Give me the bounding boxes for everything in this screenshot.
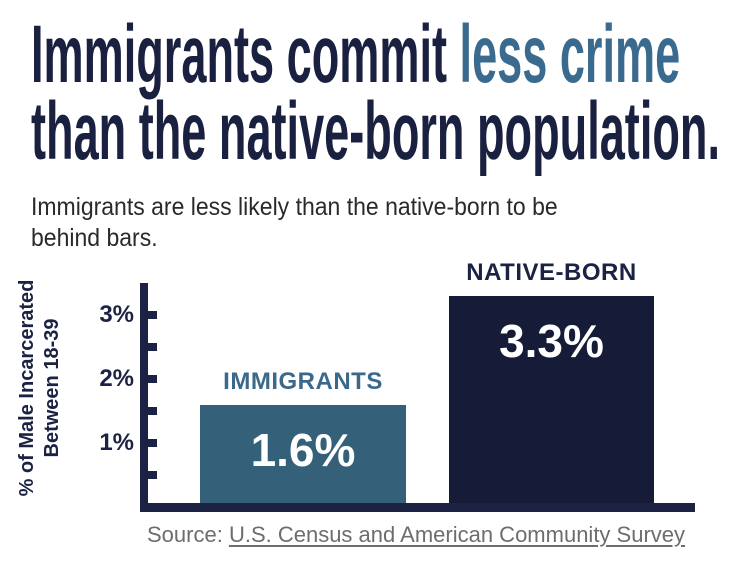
headline-part1: Immigrants commit xyxy=(31,9,460,100)
y-tick xyxy=(146,311,157,319)
bar-value-immigrants: 1.6% xyxy=(250,424,356,476)
bar-value-native-born: 3.3% xyxy=(499,315,604,367)
headline-accent: less crime xyxy=(459,9,681,100)
source-prefix: Source: xyxy=(147,522,229,547)
bar-native-born: 3.3% xyxy=(449,296,654,512)
bar-label-immigrants: IMMIGRANTS xyxy=(223,368,383,395)
subtitle: Immigrants are less likely than the nati… xyxy=(31,192,558,254)
bar-label-native-born: NATIVE-BORN xyxy=(466,259,637,286)
source-link[interactable]: U.S. Census and American Community Surve… xyxy=(228,522,686,547)
y-tick xyxy=(146,375,157,383)
headline: Immigrants commit less crime than the na… xyxy=(31,14,720,177)
y-axis-label-line1: % of Male Incarcerated xyxy=(16,279,38,497)
bar-immigrants: 1.6% xyxy=(200,405,406,512)
headline-line2: than the native-born population. xyxy=(31,86,720,177)
headline-line1: Immigrants commit less crime xyxy=(31,14,720,96)
source-line: Source: U.S. Census and American Communi… xyxy=(147,521,685,549)
y-tick-label: 2% xyxy=(99,365,134,392)
y-axis-line xyxy=(140,283,148,512)
subtitle-line2: behind bars. xyxy=(31,224,158,252)
y-axis-label: % of Male Incarcerated Between 18-39 xyxy=(15,258,65,518)
y-tick-label: 1% xyxy=(99,429,134,456)
y-tick xyxy=(146,439,157,447)
subtitle-line1: Immigrants are less likely than the nati… xyxy=(31,193,558,221)
x-axis-line xyxy=(140,503,695,512)
y-tick xyxy=(146,407,157,415)
y-tick-label: 3% xyxy=(99,301,134,328)
y-tick xyxy=(146,343,157,351)
y-tick xyxy=(146,471,157,479)
